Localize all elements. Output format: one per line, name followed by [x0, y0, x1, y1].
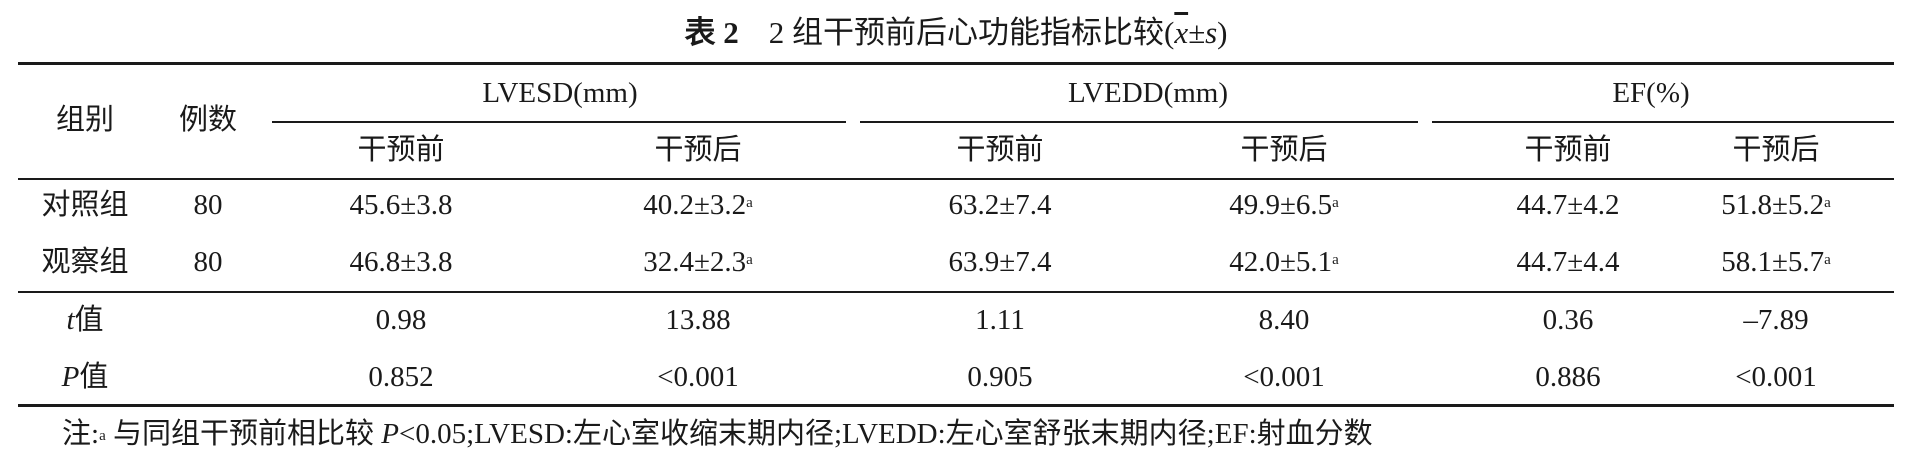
footnote-text-2: <0.05;LVESD:左心室收缩末期内径;LVEDD:左心室舒张末期内径;EF… — [398, 418, 1373, 450]
row2-count: 80 — [193, 246, 223, 278]
row1-lvedd-after-mark: a — [1332, 195, 1339, 211]
p-label-text: 值 — [79, 361, 109, 393]
table-title: 表 2 2 组干预前后心功能指标比较(x±s) — [0, 8, 1912, 58]
t-lvedd-before: 1.11 — [975, 304, 1025, 336]
row2-ef-after-value: 58.1±5.7 — [1721, 246, 1825, 278]
t-label-text: 值 — [74, 304, 104, 336]
p-ef-after: <0.001 — [1735, 361, 1817, 393]
header-ef-before: 干预前 — [1524, 134, 1612, 166]
row2-lvesd-before: 46.8±3.8 — [349, 246, 453, 278]
row1-lvesd-before: 45.6±3.8 — [349, 189, 453, 221]
t-row-label: t值 — [66, 300, 103, 340]
p-ef-before: 0.886 — [1535, 361, 1601, 393]
t-symbol: t — [66, 304, 75, 336]
footnote-prefix: 注: — [62, 418, 100, 450]
p-lvedd-after: <0.001 — [1243, 361, 1325, 393]
row2-lvedd-after-mark: a — [1332, 252, 1339, 268]
lvesd-group-rule — [272, 121, 846, 123]
header-lvesd-after: 干预后 — [654, 134, 742, 166]
table-footnote: 注:a 与同组干预前相比较 P<0.05;LVESD:左心室收缩末期内径;LVE… — [62, 412, 1373, 456]
p-symbol: P — [61, 361, 80, 393]
row1-group: 对照组 — [41, 189, 129, 221]
title-text: 2 组干预前后心功能指标比较( — [768, 15, 1175, 50]
footnote-p-symbol: P — [381, 418, 399, 450]
footnote-mark: a — [99, 428, 106, 444]
row1-ef-after-mark: a — [1824, 195, 1831, 211]
p-lvesd-after: <0.001 — [657, 361, 739, 393]
row1-count: 80 — [193, 189, 223, 221]
header-ef-after: 干预后 — [1732, 134, 1820, 166]
header-lvedd: LVEDD(mm) — [1067, 77, 1229, 109]
ef-group-rule — [1432, 121, 1894, 123]
header-count: 例数 — [178, 104, 238, 136]
header-lvedd-after: 干预后 — [1240, 134, 1328, 166]
title-sd-symbol: ±s — [1188, 15, 1218, 50]
p-row-label: P值 — [62, 357, 109, 397]
row2-ef-after: 58.1±5.7a — [1721, 242, 1831, 282]
row1-ef-before: 44.7±4.2 — [1516, 189, 1620, 221]
row2-lvesd-after-mark: a — [746, 252, 753, 268]
row1-lvesd-after: 40.2±3.2a — [643, 185, 753, 225]
header-lvesd-before: 干预前 — [357, 134, 445, 166]
table-bottom-rule — [18, 404, 1894, 407]
row1-lvedd-after: 49.9±6.5a — [1229, 185, 1339, 225]
row2-lvesd-after: 32.4±2.3a — [643, 242, 753, 282]
t-ef-after: –7.89 — [1743, 304, 1809, 336]
header-lvedd-before: 干预前 — [956, 134, 1044, 166]
row1-ef-after: 51.8±5.2a — [1721, 185, 1831, 225]
table-label: 表 2 — [684, 15, 739, 50]
row1-lvesd-after-value: 40.2±3.2 — [643, 189, 747, 221]
lvedd-group-rule — [860, 121, 1418, 123]
row1-lvedd-before: 63.2±7.4 — [948, 189, 1052, 221]
row1-ef-after-value: 51.8±5.2 — [1721, 189, 1825, 221]
header-bottom-rule — [18, 178, 1894, 180]
header-ef: EF(%) — [1612, 77, 1690, 109]
row2-ef-after-mark: a — [1824, 252, 1831, 268]
p-lvedd-before: 0.905 — [967, 361, 1033, 393]
t-lvesd-after: 13.88 — [665, 304, 731, 336]
row2-lvesd-after-value: 32.4±2.3 — [643, 246, 747, 278]
header-lvesd: LVESD(mm) — [482, 77, 638, 109]
t-ef-before: 0.36 — [1542, 304, 1594, 336]
p-lvesd-before: 0.852 — [368, 361, 434, 393]
row2-lvedd-after-value: 42.0±5.1 — [1229, 246, 1333, 278]
row2-ef-before: 44.7±4.4 — [1516, 246, 1620, 278]
footnote-text-1: 与同组干预前相比较 — [105, 418, 382, 450]
title-close: ) — [1217, 15, 1228, 50]
data-bottom-rule — [18, 291, 1894, 293]
t-lvesd-before: 0.98 — [375, 304, 427, 336]
table-top-rule — [18, 62, 1894, 65]
t-lvedd-after: 8.40 — [1258, 304, 1310, 336]
row1-lvesd-after-mark: a — [746, 195, 753, 211]
row2-lvedd-after: 42.0±5.1a — [1229, 242, 1339, 282]
row1-lvedd-after-value: 49.9±6.5 — [1229, 189, 1333, 221]
row2-lvedd-before: 63.9±7.4 — [948, 246, 1052, 278]
row2-group: 观察组 — [41, 246, 129, 278]
header-group: 组别 — [55, 104, 115, 136]
title-mean-symbol: x — [1174, 15, 1189, 50]
